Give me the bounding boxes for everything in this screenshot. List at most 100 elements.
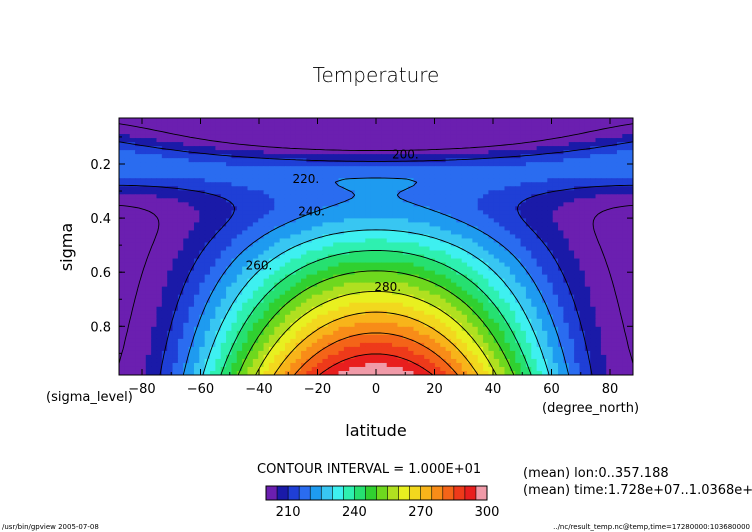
field-cell — [445, 174, 452, 179]
field-cell — [370, 138, 377, 143]
field-cell — [151, 302, 158, 308]
field-cell — [354, 122, 361, 127]
field-cell — [365, 226, 372, 232]
field-cell — [402, 254, 409, 260]
field-cell — [440, 242, 447, 248]
field-cell — [408, 246, 415, 252]
field-cell — [124, 158, 131, 163]
field-cell — [499, 150, 506, 155]
field-cell — [499, 174, 506, 179]
field-cell — [622, 214, 629, 219]
field-cell — [140, 238, 147, 244]
field-cell — [509, 302, 516, 308]
field-cell — [509, 162, 516, 167]
field-cell — [611, 314, 618, 320]
field-cell — [499, 322, 506, 328]
field-cell — [616, 230, 623, 236]
field-cell — [263, 150, 270, 155]
field-cell — [536, 266, 543, 272]
field-cell — [483, 122, 490, 127]
field-cell — [477, 186, 484, 191]
field-cell — [161, 218, 168, 224]
field-cell — [429, 194, 436, 199]
field-cell — [558, 258, 564, 264]
field-cell — [220, 298, 227, 304]
field-cell — [242, 194, 249, 199]
field-cell — [445, 274, 452, 280]
field-cell — [290, 134, 297, 139]
field-cell — [472, 266, 479, 272]
field-cell — [568, 218, 575, 224]
field-cell — [509, 230, 516, 236]
field-cell — [402, 282, 409, 288]
field-cell — [611, 210, 618, 215]
field-cell — [226, 162, 233, 167]
field-cell — [236, 262, 243, 268]
field-cell — [472, 118, 479, 123]
field-cell — [167, 310, 174, 316]
field-cell — [461, 262, 468, 268]
field-cell — [440, 270, 447, 276]
field-cell — [493, 270, 500, 276]
field-cell — [306, 142, 313, 147]
field-cell — [477, 290, 484, 296]
field-cell — [520, 282, 527, 288]
field-cell — [440, 150, 447, 155]
field-cell — [467, 270, 473, 276]
field-cell — [536, 186, 543, 191]
field-cell — [274, 186, 281, 191]
field-cell — [450, 238, 457, 244]
field-cell — [413, 150, 420, 155]
field-cell — [611, 126, 618, 131]
field-cell — [445, 258, 452, 264]
field-cell — [370, 270, 377, 276]
field-cell — [226, 262, 233, 268]
field-cell — [210, 202, 216, 207]
field-cell — [376, 318, 382, 324]
field-cell — [418, 290, 425, 296]
field-cell — [124, 254, 131, 260]
field-cell — [151, 162, 158, 167]
field-cell — [509, 282, 516, 288]
field-cell — [499, 122, 506, 127]
field-cell — [161, 230, 168, 236]
field-cell — [386, 262, 393, 268]
field-cell — [627, 158, 633, 163]
field-cell — [317, 234, 324, 240]
field-cell — [119, 294, 125, 300]
field-cell — [600, 162, 607, 167]
field-cell — [574, 302, 581, 308]
field-cell — [445, 162, 452, 167]
field-cell — [488, 294, 495, 300]
field-cell — [541, 182, 548, 187]
field-cell — [215, 314, 222, 320]
field-cell — [622, 306, 629, 312]
field-cell — [627, 170, 633, 175]
field-cell — [333, 218, 340, 224]
field-cell — [172, 190, 179, 195]
field-cell — [504, 150, 511, 155]
field-cell — [627, 226, 633, 232]
field-cell — [574, 282, 581, 288]
field-cell — [226, 138, 233, 143]
field-cell — [290, 118, 297, 123]
field-cell — [445, 230, 452, 236]
field-cell — [172, 230, 179, 236]
field-cell — [515, 238, 522, 244]
field-cell — [445, 150, 452, 155]
field-cell — [231, 138, 238, 143]
field-cell — [338, 178, 345, 183]
field-cell — [333, 238, 340, 244]
field-cell — [536, 242, 543, 248]
field-cell — [440, 210, 447, 215]
field-cell — [145, 174, 152, 179]
field-cell — [493, 146, 500, 151]
field-cell — [151, 158, 158, 163]
field-cell — [183, 158, 190, 163]
field-cell — [531, 318, 538, 324]
field-cell — [183, 130, 190, 135]
field-cell — [483, 274, 490, 280]
field-cell — [493, 310, 500, 316]
field-cell — [370, 250, 377, 256]
field-cell — [365, 194, 372, 199]
